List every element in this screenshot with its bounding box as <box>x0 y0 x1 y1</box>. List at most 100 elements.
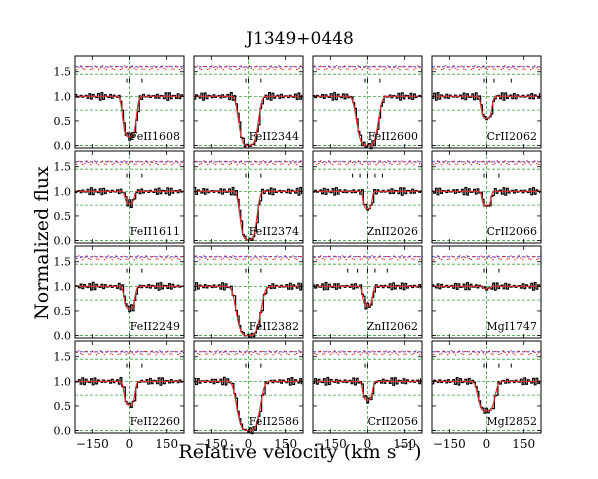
panel-feii1611: 0.0 0.5 1.0 1.5 FeII1611 <box>54 150 185 248</box>
panel-mgi2852: −150 0 150 MgI2852 <box>431 340 542 451</box>
residual-noise <box>76 255 185 261</box>
y-tick-label: 1.5 <box>54 256 72 269</box>
x-tick-label: 150 <box>393 437 416 451</box>
transition-label: CrII2056 <box>368 415 418 428</box>
transition-label: FeII2374 <box>249 225 299 238</box>
panel-feii2382: FeII2382 <box>193 245 304 339</box>
x-tick-label: −150 <box>76 437 109 451</box>
panel-crii2056: −150 0 150 CrII2056 <box>312 340 423 451</box>
panel-feii1608: 0.0 0.5 1.0 1.5 FeII1608 <box>54 55 185 153</box>
model-fit <box>313 285 422 307</box>
flux-data <box>75 281 184 313</box>
transition-label: ZnII2062 <box>367 320 418 333</box>
residual-noise <box>314 160 423 166</box>
y-axis-label: Normalized flux <box>31 166 53 320</box>
panel-crii2062: CrII2062 <box>431 55 542 149</box>
transition-label: CrII2062 <box>487 130 537 143</box>
model-fit <box>432 190 541 207</box>
flux-data <box>313 187 422 211</box>
y-tick-label: 1.0 <box>54 90 72 103</box>
model-fit <box>313 380 422 401</box>
y-tick-label: 0.5 <box>54 400 72 413</box>
x-axis-label-close: ) <box>414 441 421 463</box>
model-fit <box>432 285 541 290</box>
model-fit <box>75 380 184 406</box>
y-tick-label: 1.5 <box>54 161 72 174</box>
y-tick-label: 1.5 <box>54 66 72 79</box>
residual-noise <box>76 65 185 71</box>
panel-znii2026: ZnII2026 <box>312 150 423 244</box>
transition-label: FeII2600 <box>368 130 418 143</box>
y-tick-label: 1.5 <box>54 351 72 364</box>
x-tick-label: 0 <box>364 437 372 451</box>
model-fit <box>432 95 541 120</box>
flux-data <box>75 91 184 141</box>
x-axis-label-main: Relative velocity (km s <box>178 441 396 463</box>
panel-mgi1747: MgI1747 <box>431 245 542 339</box>
x-axis-label-exponent: −1 <box>396 439 414 453</box>
flux-data <box>75 377 184 408</box>
residual-noise <box>433 255 542 261</box>
residual-noise <box>433 65 542 71</box>
y-tick-label: 0.5 <box>54 115 72 128</box>
x-tick-label: 0 <box>126 437 134 451</box>
y-tick-label: 0.5 <box>54 210 72 223</box>
model-fit <box>313 190 422 210</box>
panel-feii2374: FeII2374 <box>193 150 304 244</box>
transition-label: FeII2344 <box>249 130 299 143</box>
residual-noise <box>195 350 304 356</box>
y-tick-label: 1.0 <box>54 280 72 293</box>
transition-label: CrII2066 <box>487 225 537 238</box>
residual-noise <box>314 65 423 71</box>
y-tick-label: 0.5 <box>54 305 72 318</box>
transition-label: FeII2382 <box>249 320 299 333</box>
transition-label: MgI1747 <box>486 320 537 333</box>
x-tick-label: 0 <box>245 437 253 451</box>
y-tick-label: 0.0 <box>54 330 72 343</box>
residual-noise <box>314 255 423 261</box>
x-tick-label: 0 <box>483 437 491 451</box>
residual-noise <box>195 65 304 71</box>
panel-feii2249: 0.0 0.5 1.0 1.5 FeII2249 <box>54 245 185 343</box>
y-tick-label: 1.0 <box>54 185 72 198</box>
y-tick-label: 1.0 <box>54 375 72 388</box>
panel-feii2600: FeII2600 <box>312 55 423 150</box>
x-tick-label: −150 <box>195 437 228 451</box>
transition-label: MgI2852 <box>486 415 537 428</box>
residual-noise <box>76 350 185 356</box>
transition-label: FeII1611 <box>130 225 180 238</box>
model-fit <box>75 95 184 138</box>
residual-noise <box>76 160 185 166</box>
panel-feii2260: 0.0 0.5 1.0 1.5 −150 0 150 FeII2260 <box>54 340 185 451</box>
x-tick-label: 150 <box>512 437 535 451</box>
y-tick-label: 0.0 <box>54 425 72 438</box>
x-axis-label: Relative velocity (km s−1) <box>178 439 421 463</box>
transition-label: FeII2249 <box>130 320 180 333</box>
y-tick-label: 0.0 <box>54 235 72 248</box>
residual-noise <box>314 350 423 356</box>
residual-noise <box>195 160 304 166</box>
x-tick-label: 150 <box>274 437 297 451</box>
panel-znii2062: ZnII2062 <box>312 245 423 339</box>
model-fit <box>432 380 541 412</box>
panel-grid: 0.0 0.5 1.0 1.5 FeII1608 FeII2344 FeII2600 CrII… <box>54 55 542 451</box>
panel-feii2344: FeII2344 <box>193 55 304 149</box>
x-tick-label: 150 <box>155 437 178 451</box>
transition-label: FeII2586 <box>249 415 299 428</box>
model-fit <box>75 190 184 205</box>
residual-noise <box>433 160 542 166</box>
flux-data <box>194 376 303 435</box>
y-tick-label: 0.0 <box>54 140 72 153</box>
residual-noise <box>195 255 304 261</box>
chart-title: J1349+0448 <box>244 29 354 49</box>
transition-label: ZnII2026 <box>367 225 418 238</box>
panel-feii2586: −150 0 150 FeII2586 <box>193 340 304 451</box>
transition-label: FeII1608 <box>130 130 180 143</box>
model-fit <box>75 285 184 310</box>
residual-noise <box>433 350 542 356</box>
panel-crii2066: CrII2066 <box>431 150 542 244</box>
x-tick-label: −150 <box>433 437 466 451</box>
transition-label: FeII2260 <box>130 415 180 428</box>
x-tick-label: −150 <box>314 437 347 451</box>
